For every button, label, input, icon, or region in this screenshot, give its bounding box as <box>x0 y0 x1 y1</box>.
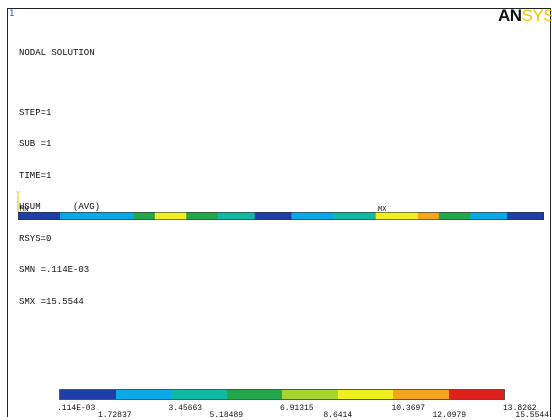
legend-swatch <box>115 390 171 399</box>
info-step: STEP=1 <box>19 107 52 118</box>
contour-segment <box>333 212 377 220</box>
contour-segment <box>507 212 544 220</box>
contour-segment <box>375 212 419 220</box>
info-rsys: RSYS=0 <box>19 233 52 244</box>
contour-segment <box>133 212 156 220</box>
solution-info: NODAL SOLUTION STEP=1 SUB =1 TIME=1 HSUM… <box>19 27 100 318</box>
legend-swatch <box>448 390 504 399</box>
contour-segment <box>254 212 292 220</box>
contour-segment <box>18 212 61 220</box>
contour-segment <box>291 212 335 220</box>
contour-segment <box>217 212 256 220</box>
min-marker: MN <box>20 206 29 214</box>
contour-segment <box>60 212 135 220</box>
contour-segment <box>417 212 440 220</box>
info-gap <box>19 80 100 87</box>
info-smx: SMX =15.5544 <box>19 296 84 307</box>
legend-swatch <box>226 390 282 399</box>
legend-swatch <box>393 390 449 399</box>
legend-swatch <box>282 390 338 399</box>
info-smn: SMN =.114E-03 <box>19 265 90 275</box>
info-title: NODAL SOLUTION <box>19 48 95 58</box>
contour-beam <box>18 212 544 220</box>
ansys-logo: ANSYS <box>498 6 552 26</box>
axis-y-label: Y <box>16 191 21 199</box>
info-time: TIME=1 <box>19 170 52 181</box>
contour-segment <box>154 212 187 220</box>
logo-sys: SYS <box>521 6 552 25</box>
info-quantity: HSUM (AVG) <box>19 202 101 212</box>
logo-an: AN <box>498 6 522 25</box>
graphics-window-frame <box>7 8 551 417</box>
contour-segment <box>186 212 219 220</box>
beam-outline <box>18 212 544 220</box>
legend-swatch <box>171 390 227 399</box>
contour-segment <box>470 212 508 220</box>
info-sub: SUB =1 <box>19 139 52 149</box>
max-marker: MX <box>378 206 387 214</box>
window-number: 1 <box>9 9 15 19</box>
contour-legend <box>59 389 505 400</box>
contour-segment <box>438 212 471 220</box>
legend-swatch <box>337 390 393 399</box>
legend-swatch <box>60 390 116 399</box>
